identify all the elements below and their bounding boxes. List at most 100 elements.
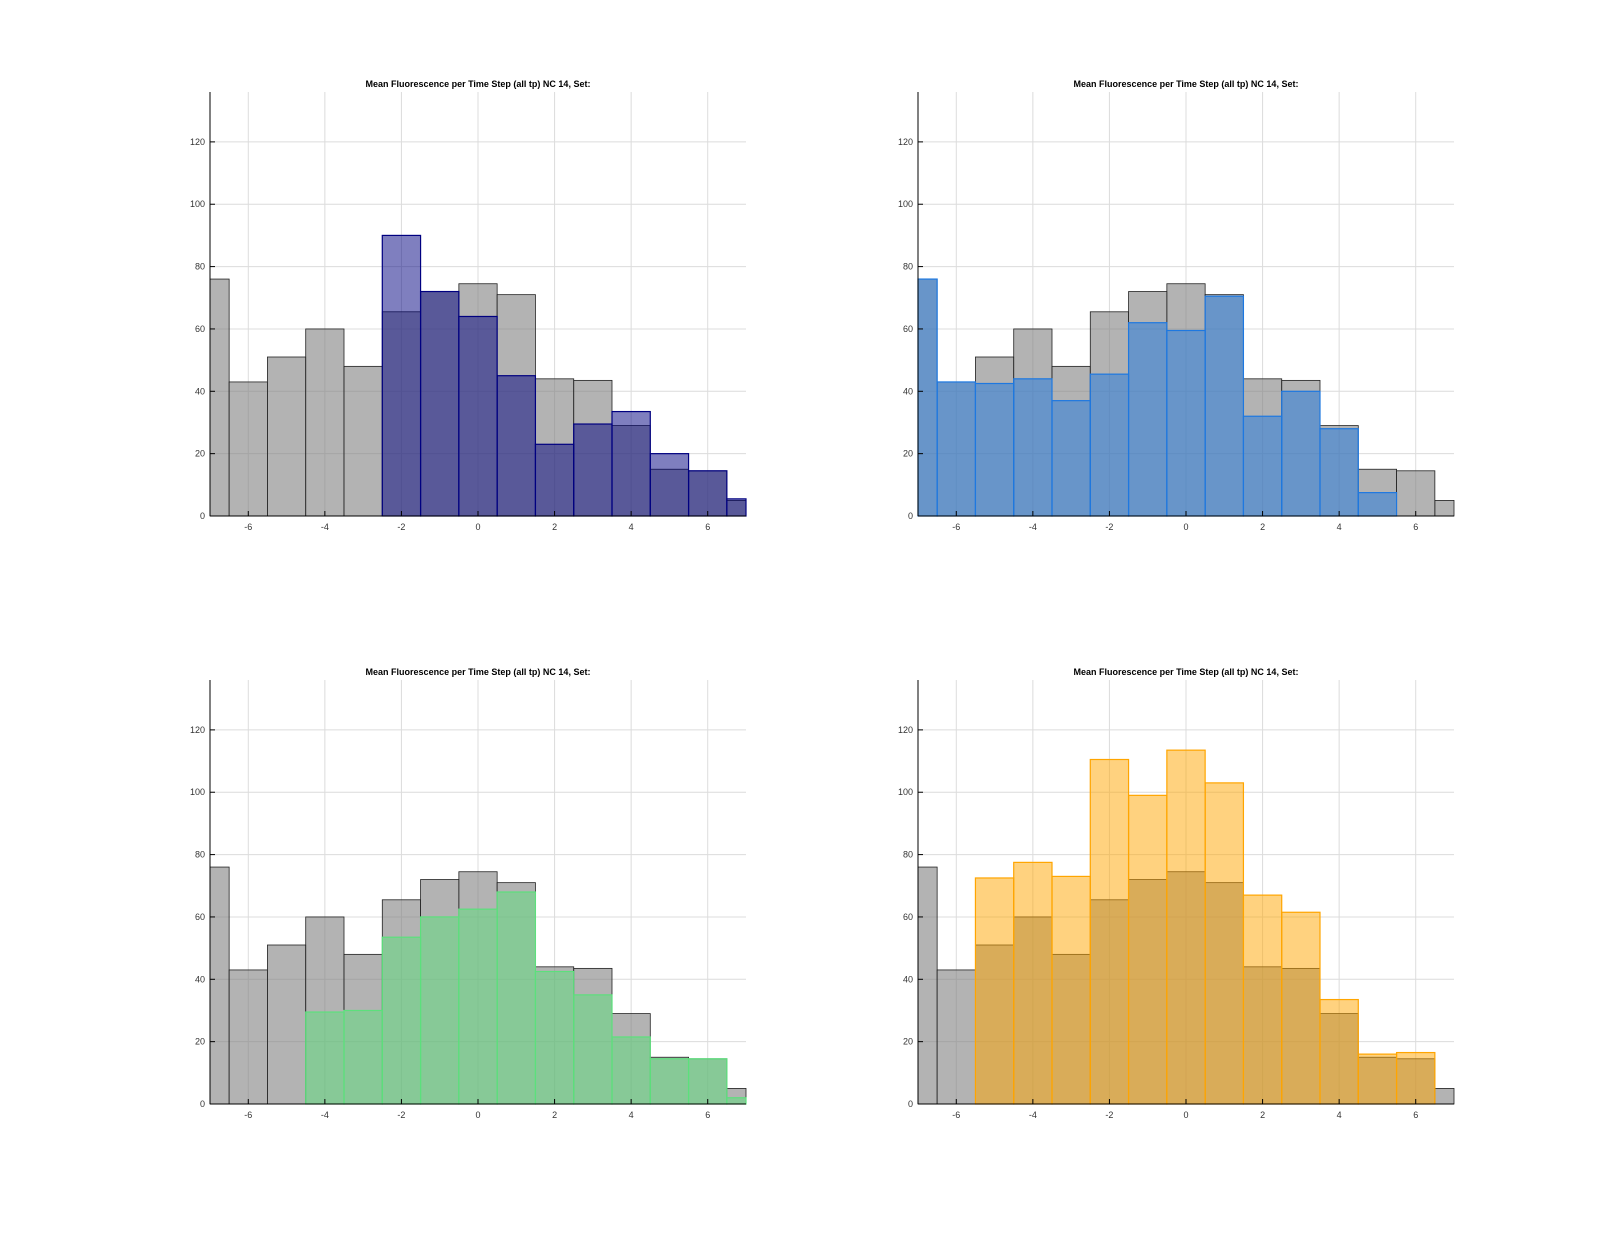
y-tick-label: 100 xyxy=(898,787,913,797)
y-tick-label: 20 xyxy=(195,449,205,459)
y-tick-label: 120 xyxy=(898,137,913,147)
x-tick-label: 6 xyxy=(705,1110,710,1120)
histogram-bar xyxy=(381,936,422,1105)
y-tick-label: 100 xyxy=(898,199,913,209)
histogram-bar xyxy=(573,423,613,517)
histogram-bar xyxy=(1166,749,1206,1105)
y-tick-label: 80 xyxy=(903,850,913,860)
x-tick-label: 6 xyxy=(1413,522,1418,532)
histogram-bar xyxy=(687,470,728,517)
histogram-bar xyxy=(1089,373,1130,517)
y-tick-label: 20 xyxy=(903,449,913,459)
y-tick-label: 40 xyxy=(903,386,913,396)
series-2 xyxy=(305,891,747,1105)
y-tick-label: 60 xyxy=(903,324,913,334)
histogram-bar xyxy=(1242,415,1283,517)
y-tick-label: 60 xyxy=(195,912,205,922)
histogram-bar xyxy=(1319,428,1359,517)
x-tick-label: 4 xyxy=(1337,522,1342,532)
histogram-bar xyxy=(917,278,938,517)
x-tick-label: 4 xyxy=(629,1110,634,1120)
histogram-bar xyxy=(267,356,307,517)
y-tick-label: 120 xyxy=(190,137,205,147)
x-tick-label: -4 xyxy=(1029,522,1037,532)
y-tick-label: 120 xyxy=(898,725,913,735)
histogram-bar xyxy=(1396,470,1436,517)
x-tick-label: 0 xyxy=(1183,522,1188,532)
histogram-bar xyxy=(1051,875,1091,1105)
histogram-bar xyxy=(458,315,498,517)
histogram-bar xyxy=(1319,998,1359,1105)
histogram-bar xyxy=(611,1036,651,1105)
histogram-bar xyxy=(1013,861,1053,1105)
x-tick-label: 2 xyxy=(1260,1110,1265,1120)
x-tick-label: 4 xyxy=(629,522,634,532)
histogram-bar xyxy=(1357,1053,1398,1105)
y-tick-label: 0 xyxy=(908,1099,913,1109)
x-tick-label: -2 xyxy=(397,522,405,532)
x-tick-label: -6 xyxy=(952,1110,960,1120)
y-tick-label: 60 xyxy=(903,912,913,922)
histogram-bar xyxy=(209,866,230,1105)
histogram-bar xyxy=(228,381,268,517)
y-tick-label: 60 xyxy=(195,324,205,334)
histogram-bar xyxy=(419,916,460,1105)
histogram-bar xyxy=(458,908,498,1105)
histogram-bar xyxy=(974,382,1015,517)
histogram-bar xyxy=(611,410,651,517)
x-tick-label: -4 xyxy=(321,522,329,532)
x-tick-label: 2 xyxy=(552,1110,557,1120)
histogram-bar xyxy=(1127,794,1168,1105)
x-tick-label: -2 xyxy=(1105,1110,1113,1120)
histogram-bar xyxy=(573,994,613,1105)
series-2 xyxy=(974,749,1436,1105)
histogram-bar xyxy=(974,877,1015,1105)
histogram-bar xyxy=(1013,378,1053,517)
histogram-bar xyxy=(267,944,307,1105)
histogram-bar xyxy=(726,1097,747,1105)
x-tick-label: 0 xyxy=(475,1110,480,1120)
histogram-bar xyxy=(381,234,422,517)
chart-title: Mean Fluorescence per Time Step (all tp)… xyxy=(366,79,591,89)
histogram-bar xyxy=(209,278,230,517)
histogram-bar xyxy=(936,969,976,1105)
x-tick-label: 6 xyxy=(1413,1110,1418,1120)
chart-title: Mean Fluorescence per Time Step (all tp)… xyxy=(1074,667,1299,677)
x-tick-label: -4 xyxy=(1029,1110,1037,1120)
histogram-bar xyxy=(1051,400,1091,517)
histogram-bar xyxy=(228,969,268,1105)
histogram-bar xyxy=(419,290,460,517)
y-tick-label: 80 xyxy=(195,850,205,860)
grid xyxy=(210,92,746,517)
histogram-bar xyxy=(305,1011,345,1105)
histogram-bar xyxy=(496,891,537,1105)
x-tick-label: -4 xyxy=(321,1110,329,1120)
x-tick-label: 4 xyxy=(1337,1110,1342,1120)
y-tick-label: 80 xyxy=(903,262,913,272)
y-tick-label: 0 xyxy=(200,1099,205,1109)
histogram-bar xyxy=(1357,492,1398,517)
y-tick-label: 40 xyxy=(195,974,205,984)
histogram-bar xyxy=(1281,911,1321,1105)
x-tick-label: -2 xyxy=(397,1110,405,1120)
x-tick-label: 6 xyxy=(705,522,710,532)
x-tick-label: -6 xyxy=(244,1110,252,1120)
histogram-bar xyxy=(687,1058,728,1105)
histogram-bar xyxy=(1434,500,1455,517)
histogram-bar xyxy=(343,365,383,517)
y-tick-label: 80 xyxy=(195,262,205,272)
y-tick-label: 20 xyxy=(195,1037,205,1047)
x-tick-label: -2 xyxy=(1105,522,1113,532)
histogram-bar xyxy=(649,453,690,517)
y-tick-label: 120 xyxy=(190,725,205,735)
y-tick-label: 0 xyxy=(908,511,913,521)
histogram-bar xyxy=(1127,322,1168,517)
x-tick-label: 0 xyxy=(1183,1110,1188,1120)
y-tick-label: 100 xyxy=(190,787,205,797)
histogram-bar xyxy=(534,443,575,517)
chart-title: Mean Fluorescence per Time Step (all tp)… xyxy=(366,667,591,677)
